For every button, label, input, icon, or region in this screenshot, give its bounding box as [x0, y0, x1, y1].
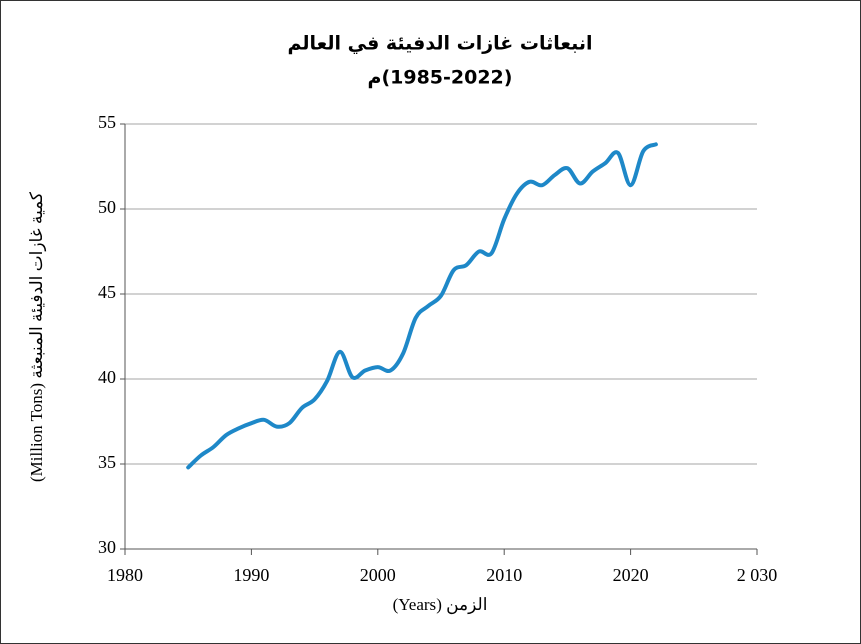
x-tick-label: 2000	[360, 565, 396, 585]
x-tick-label: 2020	[613, 565, 649, 585]
x-tick-label: 2 030	[737, 565, 778, 585]
y-axis-label: كمية غازات الدفيئة المنبعثة (Million Ton…	[27, 191, 47, 482]
data-line	[186, 142, 658, 470]
y-tick-label: 45	[98, 282, 116, 302]
x-tick-label: 1990	[233, 565, 269, 585]
y-tick-label: 55	[98, 112, 116, 132]
x-tick-label: 2010	[486, 565, 522, 585]
y-tick-label: 40	[98, 367, 116, 387]
x-tick-label: 1980	[107, 565, 143, 585]
y-tick-label: 35	[98, 452, 116, 472]
x-axis-label: الزمن (Years)	[393, 595, 488, 615]
chart-subtitle: (1985-2022)م	[368, 67, 513, 89]
chart-title: انبعاثات غازات الدفيئة في العالم	[287, 33, 592, 55]
y-tick-label: 50	[98, 197, 116, 217]
y-tick-label: 30	[98, 537, 116, 557]
